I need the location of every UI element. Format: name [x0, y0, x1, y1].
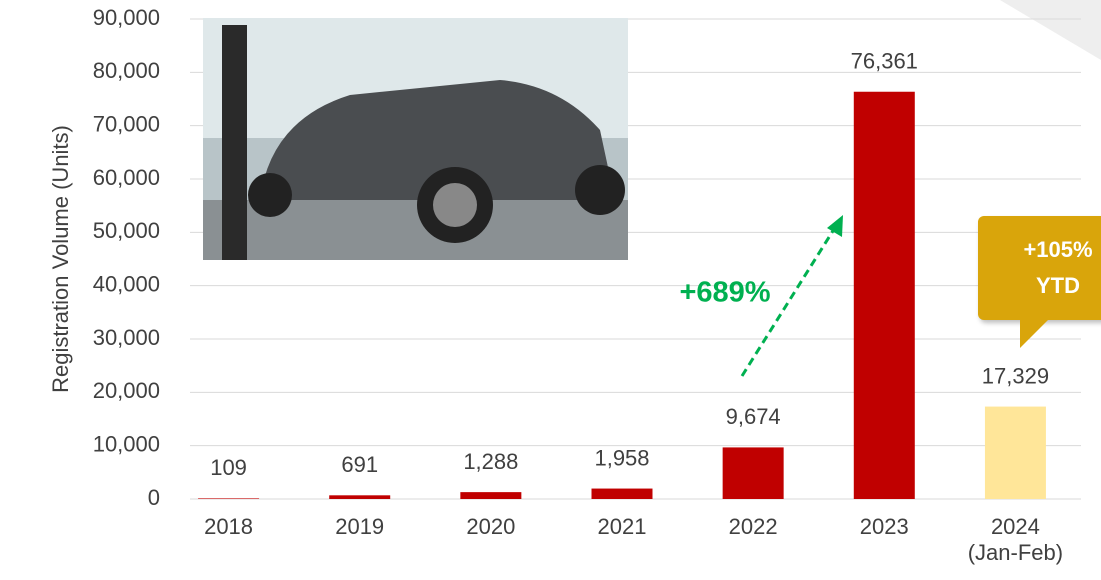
y-tick-label: 90,000 [93, 5, 160, 30]
bar [460, 492, 521, 499]
y-tick-label: 60,000 [93, 165, 160, 190]
y-tick-label: 70,000 [93, 111, 160, 136]
x-tick-label: 2019 [295, 514, 425, 540]
x-tick-label: 2020 [426, 514, 556, 540]
photo [203, 18, 628, 260]
y-tick-label: 80,000 [93, 58, 160, 83]
decor [1000, 0, 1101, 60]
y-tick-label: 10,000 [93, 431, 160, 456]
bar [198, 498, 259, 499]
value-label: 109 [210, 455, 247, 480]
growth-label: +689% [679, 277, 770, 309]
x-tick-label: 2023 [819, 514, 949, 540]
chart: Registration Volume (Units) 0 10,000 20,00… [0, 0, 1101, 580]
y-tick-label: 30,000 [93, 325, 160, 350]
y-tick-label: 50,000 [93, 218, 160, 243]
y-axis-title: Registration Volume (Units) [48, 125, 73, 393]
bar [592, 489, 653, 499]
value-label: 17,329 [982, 363, 1049, 388]
arrow-head [827, 215, 843, 237]
page: Registration Volume (Units) 0 10,000 20,00… [0, 0, 1101, 580]
bar [723, 447, 784, 499]
bar [329, 495, 390, 499]
x-tick-label: 2021 [557, 514, 687, 540]
value-label: 1,288 [463, 449, 518, 474]
callout: +105% YTD [978, 216, 1101, 320]
value-label: 76,361 [851, 49, 918, 74]
y-tick-label: 40,000 [93, 271, 160, 296]
x-tick-label: 2024 (Jan-Feb) [950, 514, 1080, 566]
value-label: 691 [341, 452, 378, 477]
value-label: 1,958 [594, 445, 649, 470]
bar [985, 407, 1046, 499]
x-tick-label: 2018 [164, 514, 294, 540]
x-tick-label: 2022 [688, 514, 818, 540]
value-label: 9,674 [726, 404, 781, 429]
bar [854, 92, 915, 499]
y-tick-label: 0 [148, 485, 160, 510]
callout-tail [1010, 318, 1070, 358]
y-tick-label: 20,000 [93, 378, 160, 403]
